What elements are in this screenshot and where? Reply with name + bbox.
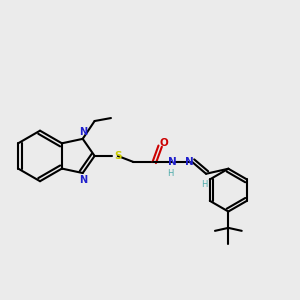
Text: N: N [79,175,87,184]
Text: H: H [201,180,208,189]
Text: O: O [160,138,169,148]
Text: H: H [167,169,174,178]
Text: N: N [167,157,176,167]
Text: S: S [114,151,122,161]
Text: N: N [185,157,194,167]
Text: N: N [79,128,87,137]
